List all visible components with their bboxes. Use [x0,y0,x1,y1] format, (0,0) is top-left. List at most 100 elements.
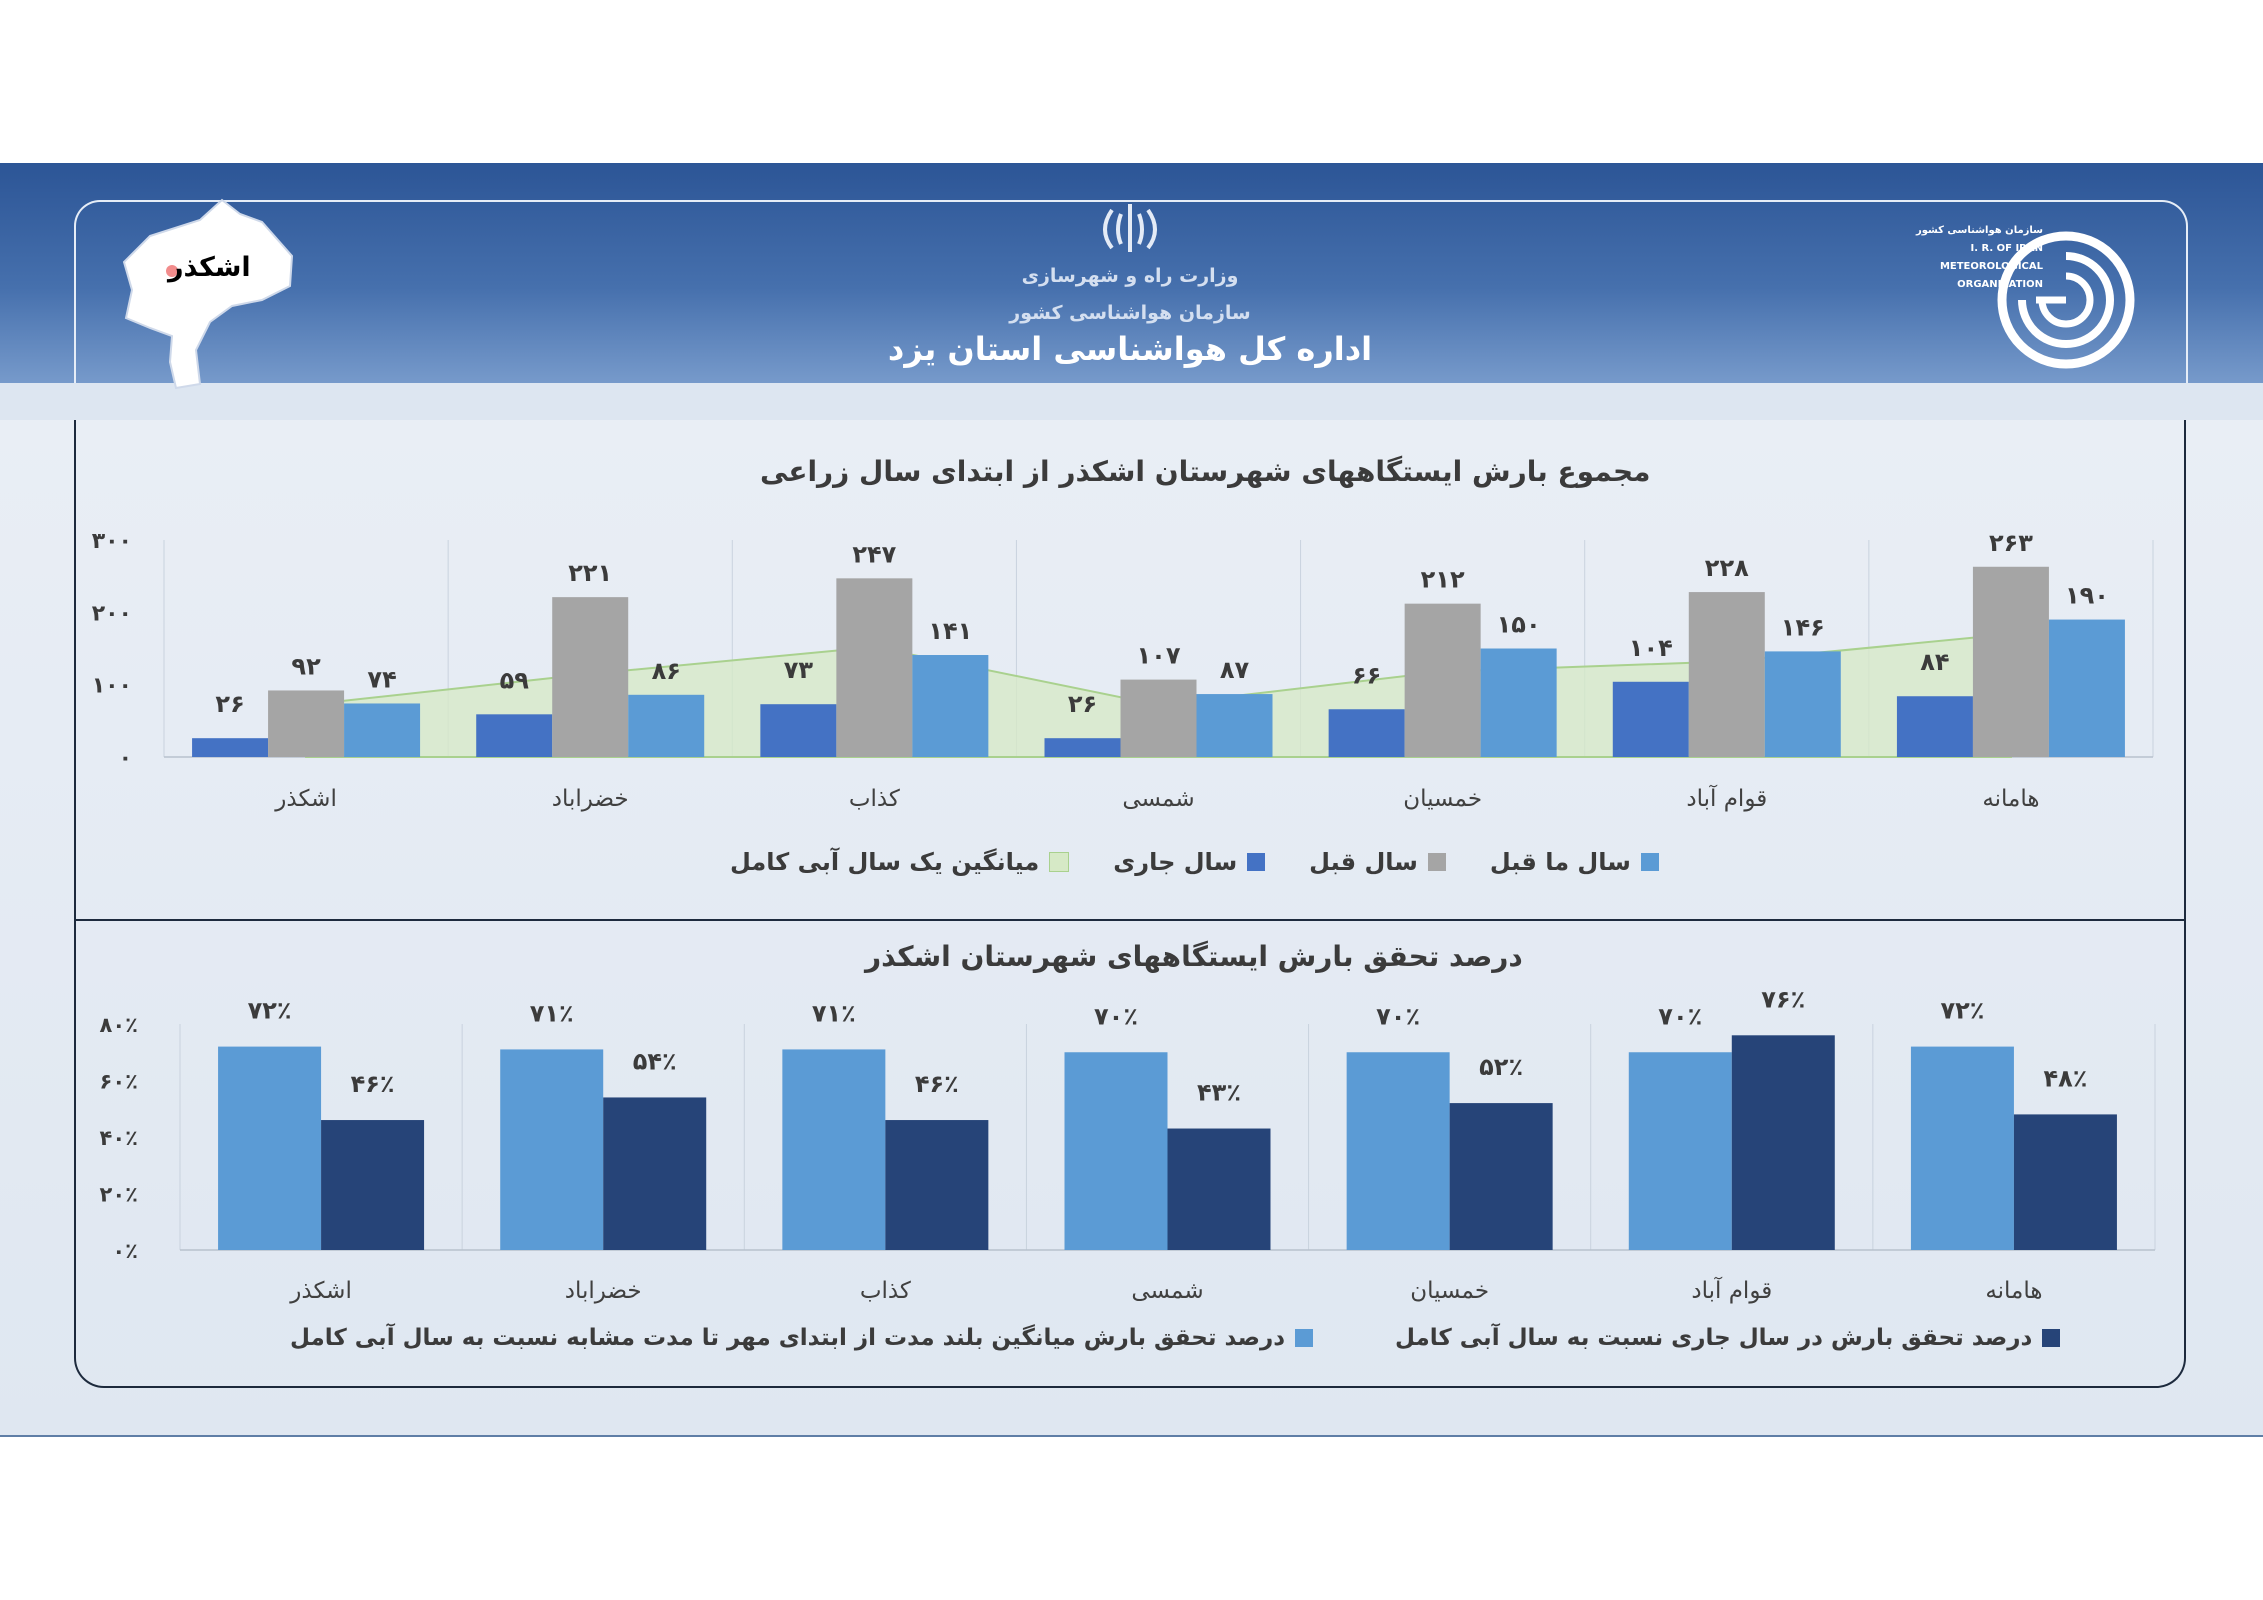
chart2-data-label: ۷۶٪ [1761,985,1805,1013]
chart2-bar [1731,1035,1835,1250]
chart1-bar [1120,679,1197,757]
chart1-data-label: ۲۱۲ [1421,566,1465,594]
map-label: اشکذر [168,252,251,283]
chart2-category-label: اشکذر [289,1278,352,1304]
chart2-y-tick: ۲۰٪ [100,1183,138,1207]
charts-divider [74,919,2184,921]
chart1-data-label: ۷۴ [367,665,396,693]
chart1-data-label: ۱۰۷ [1137,642,1181,670]
chart2-data-label: ۴۳٪ [1197,1079,1241,1107]
chart2-data-label: ۴۸٪ [2043,1064,2087,1092]
chart2-data-label: ۷۰٪ [1658,1002,1702,1030]
chart1-data-label: ۲۶۳ [1989,529,2033,557]
chart1-data-label: ۲۴۷ [852,540,896,568]
chart1-y-tick: ۳۰۰ [92,529,132,554]
chart2-bar [218,1046,322,1250]
organization-name: سازمان هواشناسی کشور [1009,302,1251,324]
chart2-category-label: کذاب [860,1278,911,1304]
chart1-data-label: ۸۶ [652,657,681,685]
chart2-bar [2013,1114,2117,1250]
legend-swatch-year-before [1640,853,1659,871]
chart1-data-label: ۲۶ [1068,690,1097,718]
chart1-bar [1044,738,1121,757]
chart2-bar [603,1097,707,1250]
chart1-y-tick: ۲۰۰ [92,601,132,626]
chart2-title: درصد تحقق بارش ایستگاههای شهرستان اشکذر [865,940,1523,973]
chart1-bar [552,597,629,757]
chart1-category-label: خمسیان [1403,786,1482,812]
chart1-category-label: قوام آباد [1686,784,1767,812]
chart1-bar [1196,694,1273,757]
chart2-data-label: ۷۱٪ [812,999,856,1027]
chart2-bar [1910,1046,2014,1250]
legend-label-current-percent: درصد تحقق بارش در سال جاری نسبت به سال آ… [1395,1325,2033,1351]
chart2-bar [1449,1103,1553,1250]
chart2-data-label: ۷۰٪ [1094,1002,1138,1030]
legend-swatch-longterm-percent [1295,1329,1314,1347]
chart1-data-label: ۸۴ [1920,648,1949,676]
legend-label-current-year: سال جاری [1113,848,1238,876]
legend-swatch-current-year [1247,853,1266,871]
chart1-data-label: ۱۹۰ [2065,582,2109,610]
chart1-bar [1328,709,1405,757]
chart1-bar [1404,603,1481,757]
chart2-bar [321,1120,425,1250]
chart2-category-label: هامانه [1985,1278,2042,1304]
chart1-bar [836,578,913,757]
header-title: اداره کل هواشناسی استان یزد [887,330,1373,368]
chart2-bar [1064,1052,1168,1250]
chart1-data-label: ۲۲۱ [568,559,612,587]
chart2-data-label: ۷۲٪ [248,997,292,1025]
chart1-data-label: ۱۴۶ [1781,613,1825,641]
legend-swatch-current-percent [2042,1329,2061,1347]
chart2-category-label: شمسی [1131,1278,1203,1304]
chart2-data-label: ۷۰٪ [1376,1002,1420,1030]
chart1-bar [268,690,345,757]
chart1-bar [344,703,421,757]
chart1-category-label: هامانه [1982,786,2039,812]
chart1-data-label: ۹۲ [291,652,321,680]
chart2-bar [1167,1128,1271,1250]
chart1-data-label: ۲۶ [215,690,244,718]
chart2-category-label: قوام آباد [1691,1276,1772,1304]
chart2-legend-current: درصد تحقق بارش در سال جاری نسبت به سال آ… [1395,1325,2061,1351]
chart1-data-label: ۶۶ [1352,661,1381,689]
chart2-data-label: ۷۱٪ [530,999,574,1027]
logo-text: سازمان هواشناسی کشور I. R. OF IRAN METEO… [1913,222,2043,294]
logo-line: سازمان هواشناسی کشور [1915,225,2043,236]
chart2-bar [1346,1052,1450,1250]
chart2-y-tick: ۰٪ [112,1239,138,1263]
legend-label-average: میانگین یک سال آبی کامل [730,848,1040,876]
chart1-bar [1972,566,2049,757]
chart1-data-label: ۱۴۱ [928,617,972,645]
chart2-data-label: ۵۲٪ [1479,1053,1523,1081]
legend-swatch-average [1049,852,1070,872]
chart2-y-tick: ۴۰٪ [100,1126,138,1150]
chart2-bar [1628,1052,1732,1250]
chart2-category-label: خمسیان [1410,1278,1489,1304]
chart2-category-label: خضراباد [565,1278,642,1304]
chart1-bar [1480,648,1557,757]
header-gap [0,383,2263,423]
chart1-category-label: کذاب [849,786,900,812]
chart2-bar [500,1049,604,1250]
chart1-bar [2048,619,2125,757]
chart1-bar [476,714,553,757]
legend-label-longterm-percent: درصد تحقق بارش میانگین بلند مدت از ابتدا… [290,1325,1286,1351]
logo-line: ORGANIZATION [1957,279,2043,290]
chart1-bar [192,738,269,757]
chart1-data-label: ۲۲۸ [1705,554,1749,582]
chart1-bar [760,704,837,757]
chart1-category-label: اشکذر [274,786,337,812]
chart2-data-label: ۴۶٪ [915,1070,959,1098]
chart1-data-label: ۷۳ [784,656,814,684]
ministry-name: وزارت راه و شهرسازی [1021,265,1239,287]
charts-panel [74,420,2186,1388]
chart1-data-label: ۸۷ [1220,656,1250,684]
chart1-data-label: ۱۰۴ [1629,634,1673,662]
chart2-data-label: ۷۲٪ [1940,997,1984,1025]
chart1-legend: سال ما قبل سال قبل سال جاری میانگین یک س… [730,848,1659,876]
logo-line: METEOROLOGICAL [1939,261,2043,272]
